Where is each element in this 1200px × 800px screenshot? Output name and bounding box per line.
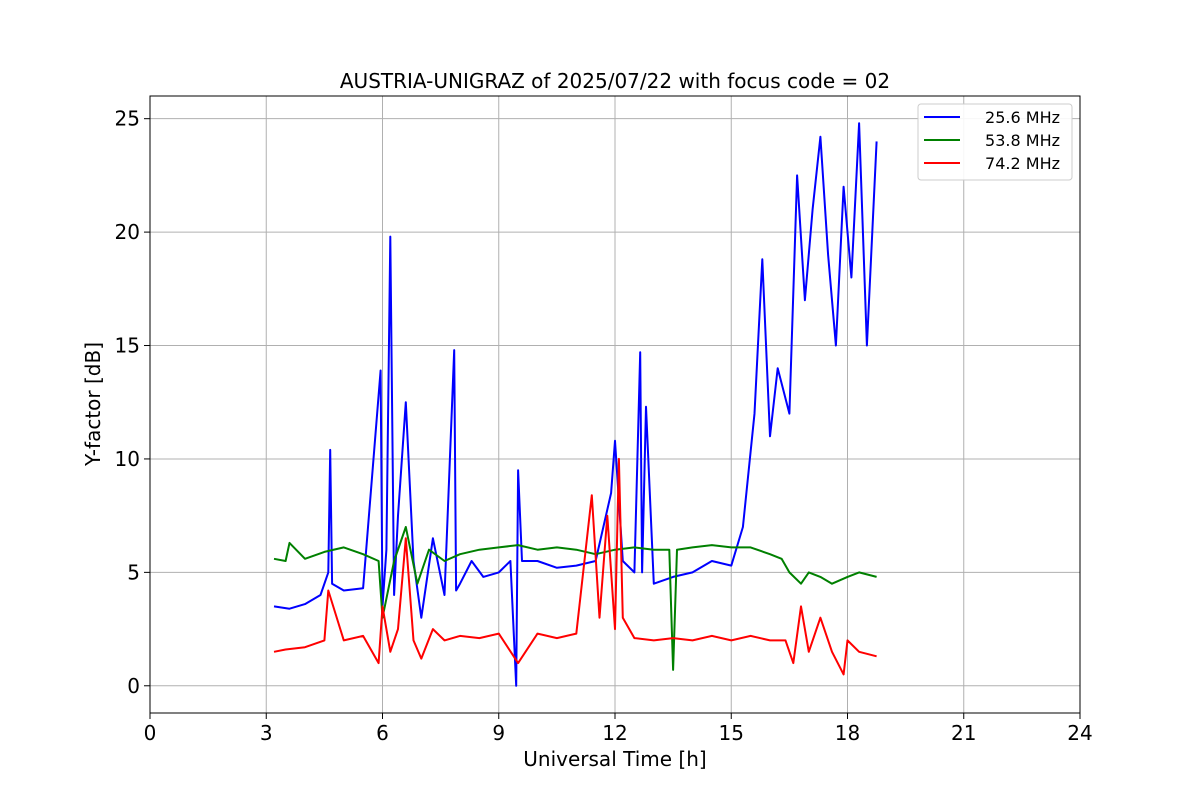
legend-box — [917, 103, 1073, 181]
x-tick-label: 24 — [1067, 721, 1092, 745]
x-tick-label: 0 — [144, 721, 157, 745]
y-tick-label: 5 — [127, 560, 140, 584]
chart-title: AUSTRIA-UNIGRAZ of 2025/07/22 with focus… — [340, 69, 890, 93]
y-tick-label: 15 — [115, 334, 140, 358]
x-tick-label: 12 — [602, 721, 627, 745]
y-tick-label: 25 — [115, 107, 140, 131]
x-tick-label: 3 — [260, 721, 273, 745]
x-tick-label: 18 — [835, 721, 860, 745]
y-tick-label: 10 — [115, 447, 140, 471]
x-tick-label: 15 — [719, 721, 744, 745]
ticks: 0 3 6 9 12 15 18 21 24 0 5 10 15 20 25 — [115, 107, 1093, 745]
legend-label: 74.2 MHz — [985, 154, 1060, 173]
series-line-2 — [273, 457, 877, 676]
legend-label: 53.8 MHz — [985, 131, 1060, 150]
y-axis-label: Y-factor [dB] — [81, 342, 105, 467]
y-tick-label: 0 — [127, 674, 140, 698]
x-tick-label: 6 — [376, 721, 389, 745]
legend: 25.6 MHz 53.8 MHz 74.2 MHz — [917, 103, 1073, 181]
legend-label: 25.6 MHz — [985, 108, 1060, 127]
series-line-0 — [273, 122, 878, 687]
x-tick-label: 9 — [492, 721, 505, 745]
x-tick-label: 21 — [951, 721, 976, 745]
y-tick-label: 20 — [115, 220, 140, 244]
plot-series — [273, 122, 878, 687]
x-axis-label: Universal Time [h] — [523, 747, 706, 771]
